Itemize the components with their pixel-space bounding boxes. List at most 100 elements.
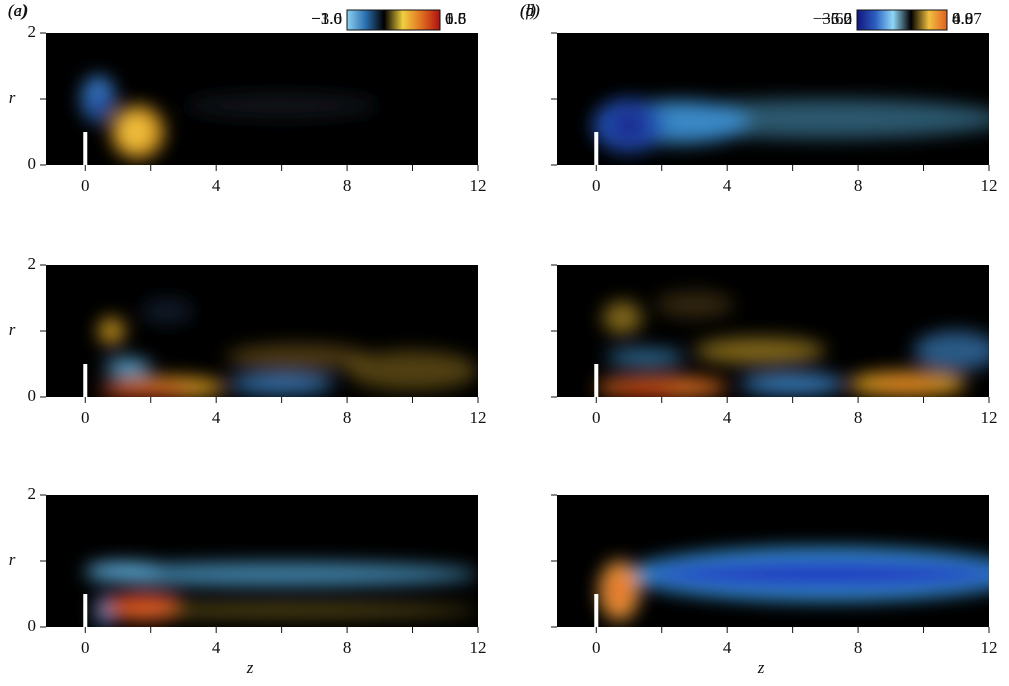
nozzle <box>83 594 88 627</box>
x-tick-label: 0 <box>592 408 601 427</box>
field-blur <box>599 547 989 621</box>
panel: (b) 0 4 8 12 −3.60 0.07 <box>520 1 998 195</box>
x-tick-label: 4 <box>212 638 221 657</box>
field-blob <box>602 301 643 335</box>
x-tick-label: 0 <box>81 176 90 195</box>
panel-label: (f) <box>520 1 536 20</box>
colorbar-label: −3.60 <box>813 9 852 28</box>
panel-label: (a) <box>8 1 28 20</box>
colorbar-label: 0.6 <box>445 9 466 28</box>
panel-label: (e) <box>8 1 27 20</box>
x-axis-label: z <box>757 658 765 677</box>
field-blob <box>140 298 194 325</box>
y-tick-label: 2 <box>28 22 37 41</box>
panel: (f) 0 4 8 12 z −6.2 4.8 <box>520 1 998 677</box>
x-tick-label: 8 <box>854 638 863 657</box>
x-tick-label: 4 <box>723 408 732 427</box>
field-blob <box>874 377 940 391</box>
y-tick-label: 0 <box>28 616 37 635</box>
field-blob <box>104 359 151 376</box>
field-blob <box>85 562 478 587</box>
colorbar-label: 1.8 <box>445 9 466 28</box>
field-blob <box>612 385 679 396</box>
panel: (c) 0 4 8 12 0 2 r −3.6 6.5 <box>8 1 487 427</box>
colorbar-label: 8.9 <box>952 9 973 28</box>
x-tick-label: 8 <box>854 176 863 195</box>
panel-label: (c) <box>8 1 27 20</box>
x-tick-label: 12 <box>470 176 487 195</box>
x-tick-label: 4 <box>212 408 221 427</box>
x-tick-label: 8 <box>343 638 352 657</box>
y-axis-label: r <box>9 88 16 107</box>
field <box>599 547 989 621</box>
x-tick-label: 0 <box>81 638 90 657</box>
x-axis-label: z <box>246 658 254 677</box>
x-tick-label: 4 <box>212 176 221 195</box>
x-tick-label: 12 <box>981 176 998 195</box>
x-tick-label: 12 <box>981 408 998 427</box>
y-tick-label: 2 <box>28 254 37 273</box>
field-blob <box>226 344 370 371</box>
field-blur <box>596 291 989 397</box>
colorbar <box>856 9 948 31</box>
field-blob <box>694 337 826 364</box>
colorbar-label: −6.2 <box>821 9 852 28</box>
colorbar-label: −5.6 <box>821 9 852 28</box>
field-blob <box>655 291 734 318</box>
field-blur <box>593 99 989 152</box>
panel-label: (b) <box>520 1 540 20</box>
colorbar-label: 0.07 <box>952 9 982 28</box>
colorbar-label: 4.8 <box>952 9 973 28</box>
field-blob <box>85 605 478 616</box>
field-blob <box>98 383 190 397</box>
field-blob <box>645 557 989 591</box>
field <box>98 298 478 397</box>
colorbar <box>346 9 441 31</box>
y-axis-label: r <box>9 550 16 569</box>
field-blob <box>611 108 647 142</box>
x-tick-label: 0 <box>81 408 90 427</box>
y-tick-label: 0 <box>28 386 37 405</box>
field <box>593 99 989 152</box>
field-blob <box>913 331 989 371</box>
colorbar-label: −1.0 <box>311 9 342 28</box>
x-tick-label: 12 <box>981 638 998 657</box>
field-blob <box>229 373 334 394</box>
field-blob <box>740 373 845 394</box>
x-tick-label: 8 <box>854 408 863 427</box>
field-blob <box>121 115 148 149</box>
panel-label: (d) <box>520 1 540 20</box>
colorbar-label: −1.0 <box>311 9 342 28</box>
colorbar-label: −3.6 <box>311 9 342 28</box>
field-blob <box>85 562 164 580</box>
x-tick-label: 12 <box>470 638 487 657</box>
x-tick-label: 12 <box>470 408 487 427</box>
field-blur <box>98 298 478 397</box>
y-tick-label: 2 <box>28 484 37 503</box>
nozzle <box>594 132 599 165</box>
x-tick-label: 0 <box>592 176 601 195</box>
x-tick-label: 8 <box>343 408 352 427</box>
field-blur <box>82 75 380 159</box>
field <box>85 562 478 627</box>
x-tick-label: 0 <box>592 638 601 657</box>
field-blur <box>85 562 478 627</box>
field-blob <box>347 350 478 391</box>
nozzle <box>83 132 88 165</box>
nozzle <box>594 594 599 627</box>
x-tick-label: 4 <box>723 638 732 657</box>
nozzle <box>594 364 599 397</box>
field-blob <box>183 92 380 119</box>
field-blob <box>90 92 110 119</box>
field-blob <box>98 317 125 345</box>
x-tick-label: 8 <box>343 176 352 195</box>
x-tick-label: 4 <box>723 176 732 195</box>
y-axis-label: r <box>9 320 16 339</box>
field <box>82 75 380 159</box>
field-blob <box>606 349 685 366</box>
field <box>596 291 989 397</box>
panel: (a) 0 4 8 12 0 2 r −1.0 0.6 <box>8 1 487 195</box>
colorbar-label: 6.5 <box>445 9 466 28</box>
nozzle <box>83 364 88 397</box>
